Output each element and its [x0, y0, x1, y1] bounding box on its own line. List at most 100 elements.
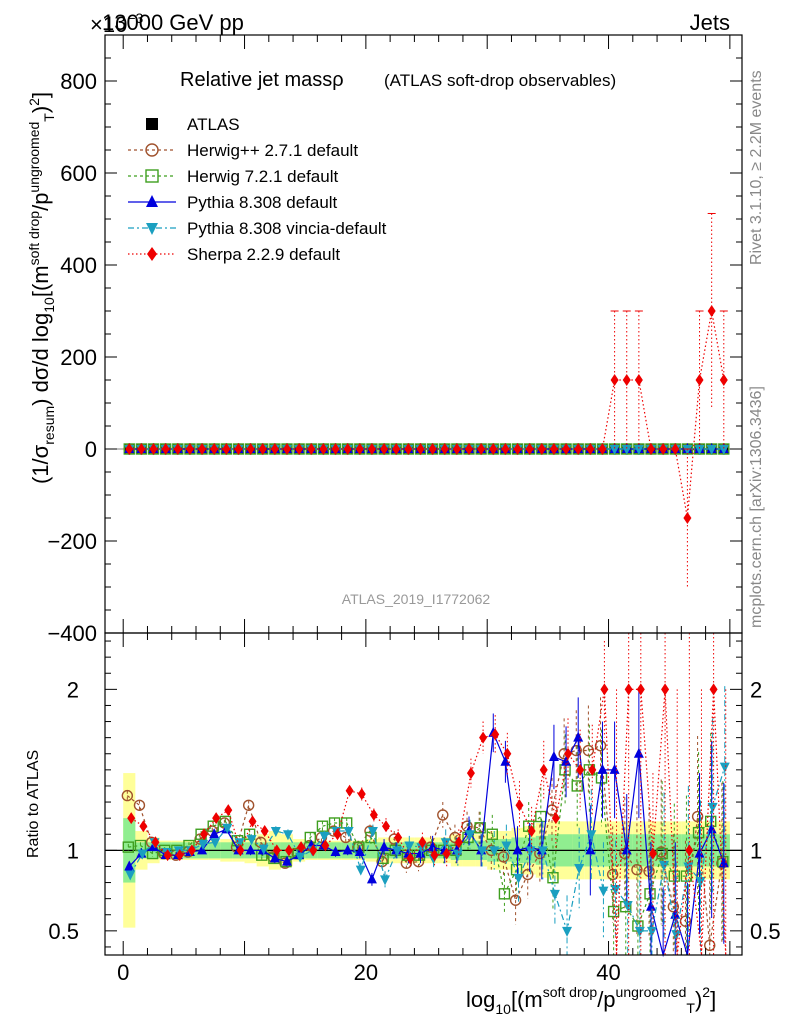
- main-point: [465, 443, 473, 455]
- ratio-point: [561, 755, 572, 766]
- ratio-point: [379, 841, 390, 852]
- ratio-point: [309, 844, 318, 857]
- ratio-point: [610, 884, 621, 895]
- main-point: [222, 443, 231, 455]
- ratio-point: [636, 683, 645, 696]
- ratio-point: [330, 845, 341, 856]
- ratio-point: [187, 844, 196, 857]
- x-tick-label: 0: [117, 960, 129, 985]
- ratio-y-tick-label: 0.5: [48, 919, 79, 944]
- main-point: [718, 445, 729, 455]
- ratio-point: [646, 926, 657, 937]
- ratio-point: [200, 828, 209, 841]
- ratio-point: [268, 852, 280, 865]
- ratio-point: [163, 849, 172, 862]
- ratio-point: [404, 841, 415, 852]
- main-point: [125, 443, 134, 455]
- ratio-point: [139, 820, 148, 833]
- main-point: [633, 445, 644, 455]
- ratio-point: [377, 852, 389, 865]
- ratio-point: [622, 901, 633, 912]
- main-point: [609, 445, 620, 455]
- main-point: [513, 443, 522, 455]
- main-y-axis-label: (1/σresum) dσ/d log10[(msoft drop/pungro…: [26, 92, 57, 484]
- ratio-point: [452, 849, 463, 860]
- main-point: [452, 443, 461, 455]
- ratio-panel-layer: [105, 633, 742, 958]
- ratio-point: [547, 872, 559, 884]
- main-point: [694, 445, 705, 455]
- legend-entry-label: Pythia 8.308 default: [187, 193, 338, 212]
- ratio-point: [609, 763, 620, 774]
- main-point: [404, 443, 413, 455]
- x-tick-label: 40: [596, 960, 620, 985]
- ratio-point: [667, 901, 680, 913]
- ratio-point: [719, 762, 730, 773]
- ratio-point: [392, 846, 403, 857]
- ratio-point: [280, 855, 292, 868]
- ratio-point: [121, 789, 134, 802]
- legend-marker: [145, 169, 159, 183]
- main-point: [695, 374, 704, 386]
- ratio-point: [634, 926, 645, 937]
- main-y-tick-label: 0: [85, 437, 97, 462]
- ratio-point: [415, 847, 426, 858]
- ratio-point: [624, 683, 633, 696]
- chart-subtitle: (ATLAS soft-drop observables): [384, 71, 616, 90]
- ratio-point: [321, 839, 330, 852]
- ratio-point: [655, 846, 667, 858]
- ratio-point: [548, 750, 559, 761]
- main-point: [343, 443, 352, 455]
- mcplots-reference-label: mcplots.cern.ch [arXiv:1306.3436]: [748, 386, 765, 628]
- ratio-point: [515, 799, 524, 812]
- main-point: [380, 443, 389, 455]
- main-point: [137, 443, 146, 455]
- main-point: [501, 443, 510, 455]
- ratio-point: [551, 812, 560, 825]
- main-y-tick-label: 800: [60, 69, 97, 94]
- legend-entry-label: ATLAS: [187, 115, 240, 134]
- ratio-point: [442, 847, 451, 860]
- ratio-point: [585, 844, 596, 855]
- ratio-point: [464, 830, 475, 841]
- main-point: [621, 445, 632, 455]
- ratio-point: [497, 851, 510, 863]
- legend-marker: [146, 195, 158, 207]
- ratio-point: [122, 841, 134, 853]
- ratio-point: [282, 855, 292, 866]
- ratio-point: [389, 844, 401, 857]
- main-panel-layer: [105, 212, 742, 587]
- main-point: [440, 443, 449, 455]
- ratio-point: [477, 846, 488, 857]
- main-point: [234, 443, 243, 455]
- ratio-series-line: [128, 768, 724, 928]
- main-point: [647, 443, 655, 455]
- ratio-point: [679, 915, 692, 927]
- ratio-point: [367, 827, 378, 838]
- legend-entry-label: Pythia 8.308 vincia-default: [187, 219, 387, 238]
- ratio-point: [430, 849, 439, 862]
- legend-marker: [146, 118, 158, 130]
- main-point: [706, 445, 717, 455]
- ratio-point: [621, 844, 632, 855]
- axes-layer: −400 −200 0 200 400 600 800 0 20 40 0.5 0.5 1 1 2 2: [47, 34, 781, 985]
- ratio-point: [598, 886, 609, 897]
- ratio-point: [668, 870, 680, 882]
- main-point: [537, 443, 546, 455]
- ratio-point: [222, 823, 233, 834]
- ratio-point: [380, 875, 391, 886]
- ratio-point: [354, 845, 365, 856]
- ratio-point: [258, 844, 269, 855]
- main-point: [173, 443, 182, 455]
- ratio-point: [661, 683, 670, 696]
- ratio-point: [709, 683, 718, 696]
- ratio-point: [394, 831, 403, 844]
- header-right-label: Jets: [690, 10, 730, 35]
- ratio-point: [692, 826, 705, 839]
- analysis-id-label: ATLAS_2019_I1772062: [342, 591, 491, 607]
- main-point: [477, 443, 486, 455]
- ratio-point: [537, 846, 548, 857]
- main-point: [659, 443, 668, 455]
- main-point: [610, 374, 619, 386]
